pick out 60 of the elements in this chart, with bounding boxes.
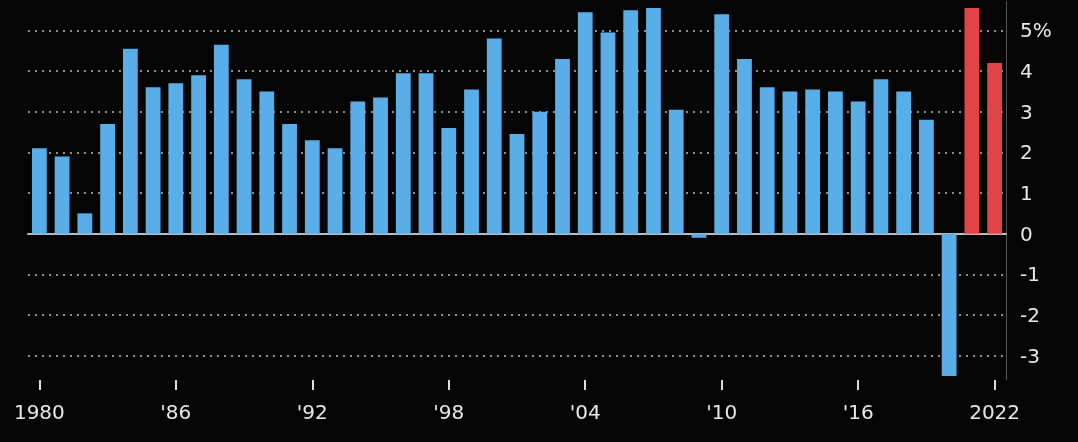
y-tick-label: -1 [1020, 262, 1040, 287]
y-tick-label: 4 [1020, 59, 1033, 84]
bar [213, 44, 229, 234]
x-tick-label: '86 [160, 400, 192, 424]
bar [646, 8, 661, 234]
bar [782, 91, 798, 234]
bar [100, 123, 115, 234]
bar [737, 58, 752, 234]
bar [828, 91, 843, 234]
bar [31, 148, 47, 234]
bar [350, 101, 366, 234]
bar [418, 73, 434, 234]
bar [555, 58, 570, 234]
bar [54, 156, 70, 234]
bar [441, 128, 457, 234]
bar [850, 101, 866, 234]
bar [77, 213, 93, 234]
bar [532, 111, 548, 234]
y-tick-label: 3 [1020, 99, 1033, 124]
bar [668, 109, 684, 234]
x-tick-label: 1980 [13, 400, 65, 424]
bar [122, 48, 138, 234]
bar [600, 32, 616, 234]
bar [919, 119, 934, 234]
bar [873, 79, 889, 234]
bar [373, 97, 388, 234]
x-tick-label: '98 [433, 400, 465, 424]
x-tick-label: '92 [296, 400, 328, 424]
bar [964, 8, 980, 234]
bar [987, 62, 1003, 234]
bar [805, 89, 821, 234]
bar [623, 10, 639, 234]
bar [282, 123, 297, 234]
bar [259, 91, 275, 234]
bar [191, 75, 206, 234]
x-tick-label: 2022 [969, 400, 1021, 424]
x-tick-label: '04 [569, 400, 601, 424]
y-tick-label: 5% [1020, 18, 1052, 43]
bar [714, 14, 730, 234]
bar [464, 89, 479, 234]
bar [145, 87, 161, 234]
y-tick-label: 1 [1020, 181, 1033, 206]
x-tick-label: '10 [706, 400, 738, 424]
bar [236, 79, 252, 234]
y-tick-label: -3 [1020, 343, 1040, 368]
bar [691, 233, 707, 238]
y-tick-label: 0 [1020, 221, 1033, 246]
x-tick-label: '16 [842, 400, 874, 424]
y-tick-label: -2 [1020, 302, 1040, 327]
bar [759, 87, 775, 234]
bar [896, 91, 912, 234]
bar [509, 134, 525, 234]
bar [168, 83, 184, 234]
bar [395, 73, 411, 234]
bar [941, 233, 957, 376]
bar [304, 140, 320, 234]
bar [327, 148, 343, 234]
y-tick-label: 2 [1020, 140, 1033, 165]
bar [486, 38, 502, 234]
bar [577, 12, 593, 234]
